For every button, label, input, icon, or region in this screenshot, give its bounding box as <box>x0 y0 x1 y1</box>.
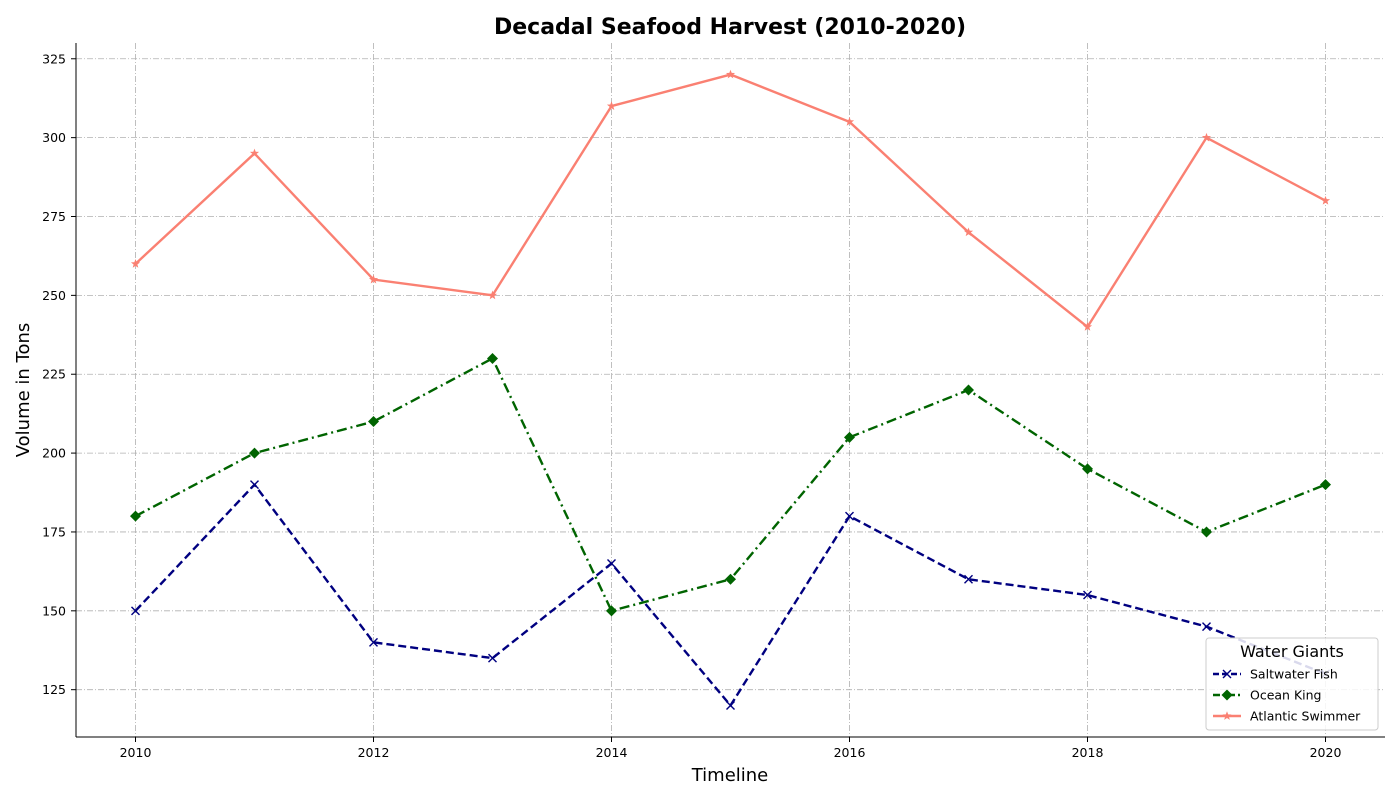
legend-box <box>1205 637 1379 731</box>
y-tick-label: 250 <box>42 288 66 303</box>
data-point-saltwater-fish <box>845 511 854 521</box>
x-tick-label: 2016 <box>834 745 866 760</box>
legend-title: Water Giants <box>1240 642 1344 661</box>
data-point-saltwater-fish <box>250 480 259 490</box>
series-group <box>130 69 1331 710</box>
data-point-ocean-king <box>1320 479 1331 491</box>
legend-marker <box>1222 711 1232 720</box>
data-point-atlantic-swimmer <box>249 148 260 158</box>
series-line-ocean-king <box>134 357 1326 613</box>
legend-label: Ocean King <box>1250 688 1321 703</box>
data-point-atlantic-swimmer <box>1201 132 1212 142</box>
data-point-atlantic-swimmer <box>963 227 974 237</box>
series-saltwater-fish <box>131 480 1330 710</box>
legend-marker <box>1222 669 1232 679</box>
x-tick-label: 2012 <box>358 745 390 760</box>
data-point-ocean-king <box>844 431 855 443</box>
data-point-ocean-king <box>1201 526 1212 538</box>
legend-item-saltwater-fish: Saltwater Fish <box>1213 667 1338 682</box>
data-point-saltwater-fish <box>607 559 616 568</box>
data-point-saltwater-fish <box>488 653 497 663</box>
data-point-saltwater-fish <box>726 700 735 710</box>
series-ocean-king <box>130 352 1331 617</box>
y-tick-label: 150 <box>42 603 66 618</box>
y-tick-label: 275 <box>42 209 66 224</box>
data-point-atlantic-swimmer <box>725 69 736 79</box>
series-atlantic-swimmer <box>130 69 1331 331</box>
x-axis-label: Timeline <box>691 765 769 786</box>
legend: Water Giants Saltwater Fish Ocean King Atla… <box>1205 637 1379 731</box>
chart-title: Decadal Seafood Harvest (2010-2020) <box>494 15 966 40</box>
data-point-atlantic-swimmer <box>130 259 141 268</box>
data-point-ocean-king <box>249 447 260 459</box>
data-point-ocean-king <box>725 573 736 585</box>
data-point-atlantic-swimmer <box>1320 195 1331 205</box>
data-point-atlantic-swimmer <box>606 101 617 110</box>
legend-marker <box>1221 689 1233 701</box>
legend-label: Saltwater Fish <box>1250 667 1338 682</box>
tick-labels: 2010 2012 2014 2016 2018 2020 125 150 175 200 225 2… <box>42 51 1341 760</box>
data-point-saltwater-fish <box>1202 622 1211 632</box>
x-tick-label: 2018 <box>1072 745 1104 760</box>
data-point-ocean-king <box>963 384 974 396</box>
y-tick-label: 125 <box>42 682 66 697</box>
data-point-saltwater-fish <box>131 606 140 616</box>
data-point-ocean-king <box>1082 463 1093 475</box>
data-point-saltwater-fish <box>964 574 973 584</box>
data-point-ocean-king <box>606 605 617 617</box>
legend-label: Atlantic Swimmer <box>1250 709 1361 724</box>
data-point-ocean-king <box>368 416 379 428</box>
x-tick-label: 2010 <box>120 745 152 760</box>
data-point-ocean-king <box>487 352 498 364</box>
data-point-atlantic-swimmer <box>368 274 379 284</box>
legend-item-atlantic-swimmer: Atlantic Swimmer <box>1213 709 1361 724</box>
grid-lines <box>76 43 1385 737</box>
data-point-saltwater-fish <box>1083 590 1092 600</box>
y-tick-label: 175 <box>42 524 66 539</box>
y-axis-label: Volume in Tons <box>13 323 34 458</box>
y-tick-label: 200 <box>42 446 66 461</box>
y-tick-label: 225 <box>42 367 66 382</box>
x-tick-label: 2020 <box>1310 745 1342 760</box>
data-point-ocean-king <box>130 510 141 522</box>
series-line-saltwater-fish <box>134 483 1326 707</box>
y-tick-label: 300 <box>42 130 66 145</box>
axes <box>71 43 1385 742</box>
data-point-atlantic-swimmer <box>844 117 855 126</box>
x-tick-label: 2014 <box>596 745 628 760</box>
y-tick-label: 325 <box>42 51 66 66</box>
data-point-atlantic-swimmer <box>1082 322 1093 331</box>
data-point-atlantic-swimmer <box>487 290 498 300</box>
data-point-saltwater-fish <box>369 637 378 647</box>
legend-item-ocean-king: Ocean King <box>1213 688 1321 703</box>
series-line-atlantic-swimmer <box>134 73 1327 329</box>
